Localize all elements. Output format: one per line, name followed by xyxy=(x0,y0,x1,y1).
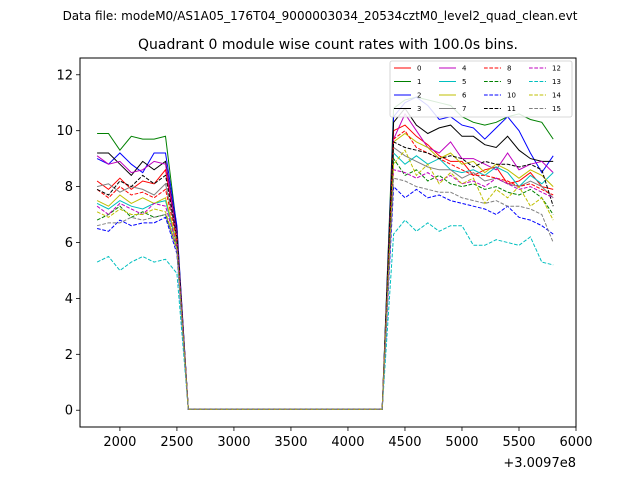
series-line-2 xyxy=(96,96,554,410)
x-tick-label: 2500 xyxy=(160,435,193,450)
x-offset-label: +3.0097e8 xyxy=(503,456,576,471)
y-tick-label: 12 xyxy=(56,68,73,83)
series-line-12 xyxy=(96,169,554,410)
y-tick-label: 4 xyxy=(65,292,73,307)
x-tick-label: 4000 xyxy=(331,435,364,450)
legend-label-4: 4 xyxy=(462,65,467,73)
legend-label-15: 15 xyxy=(552,105,561,113)
y-tick-label: 2 xyxy=(65,348,73,363)
legend-label-14: 14 xyxy=(552,92,561,100)
chart-title: Quadrant 0 module wise count rates with … xyxy=(138,37,518,53)
legend-label-9: 9 xyxy=(507,78,511,86)
x-tick-label: 3500 xyxy=(274,435,307,450)
series-line-10 xyxy=(96,185,554,410)
series-line-13 xyxy=(96,219,554,410)
series-line-15 xyxy=(96,177,554,410)
legend-label-11: 11 xyxy=(507,105,516,113)
x-tick-label: 3000 xyxy=(217,435,250,450)
legend-label-13: 13 xyxy=(552,78,561,86)
legend-label-7: 7 xyxy=(462,105,466,113)
legend-label-3: 3 xyxy=(417,105,421,113)
x-axis: 2000 2500 3000 3500 4000 4500 5000 5500 6000 xyxy=(103,427,593,450)
y-axis: 0 2 4 6 8 10 12 xyxy=(56,68,80,419)
x-tick-label: 5500 xyxy=(502,435,535,450)
legend-label-10: 10 xyxy=(507,92,516,100)
y-tick-label: 10 xyxy=(56,124,73,139)
series-line-0 xyxy=(96,124,554,410)
series-line-1 xyxy=(97,96,554,410)
legend-label-6: 6 xyxy=(462,92,467,100)
x-tick-label: 6000 xyxy=(559,435,592,450)
legend-label-12: 12 xyxy=(552,65,561,73)
series-line-11 xyxy=(96,141,554,410)
legend-label-1: 1 xyxy=(417,78,421,86)
plot-area: 2000 2500 3000 3500 4000 4500 5000 5500 6000 0 2 4… xyxy=(56,57,593,450)
legend-label-5: 5 xyxy=(462,78,466,86)
series-line-9 xyxy=(96,157,554,410)
legend-label-0: 0 xyxy=(417,65,421,73)
x-tick-label: 5000 xyxy=(445,435,478,450)
legend-frame xyxy=(389,60,573,118)
figure-suptitle: Data file: modeM0/AS1A05_176T04_90000030… xyxy=(63,9,578,23)
x-tick-label: 2000 xyxy=(103,435,136,450)
series-group xyxy=(96,96,554,410)
legend-label-8: 8 xyxy=(507,65,511,73)
y-tick-label: 8 xyxy=(65,180,73,195)
y-tick-label: 6 xyxy=(65,236,73,251)
x-tick-label: 4500 xyxy=(388,435,421,450)
legend-label-2: 2 xyxy=(417,92,421,100)
y-tick-label: 0 xyxy=(65,404,73,419)
series-line-4 xyxy=(96,112,554,410)
